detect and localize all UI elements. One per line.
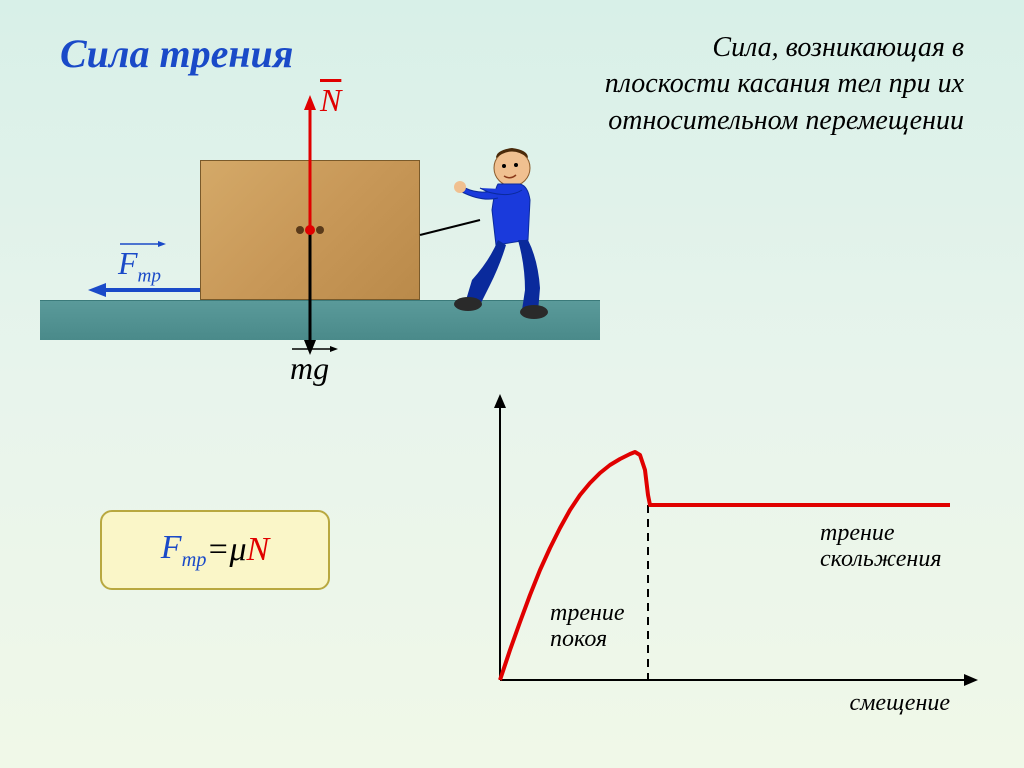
chart-label-static: трение покоя [550, 600, 650, 653]
vector-label-Ftr: Fтр [118, 245, 161, 287]
chart-label-sliding: трение скольжения [820, 520, 970, 573]
vector-label-mg: mg [290, 350, 329, 387]
page-title: Сила трения [60, 30, 293, 77]
force-vectors [40, 90, 600, 370]
friction-chart: трение скольжения трение покоя смещение [460, 390, 980, 720]
definition-text: Сила, возникающая в плоскости касания те… [594, 30, 964, 139]
vector-label-N: N [320, 82, 341, 119]
chart-x-axis-label: смещение [849, 690, 950, 717]
formula-box: Fтр = μN [100, 510, 330, 590]
friction-scene: N mg Fтр [40, 90, 600, 370]
